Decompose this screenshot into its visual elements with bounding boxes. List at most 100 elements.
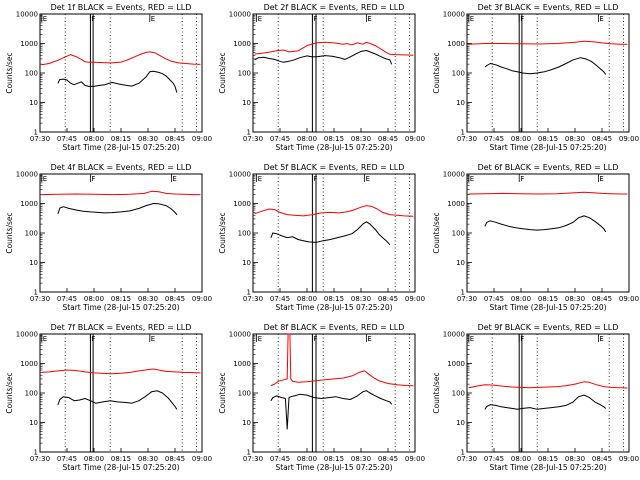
data-point — [84, 61, 86, 63]
data-point — [475, 385, 477, 387]
data-point — [269, 208, 270, 210]
data-point — [156, 390, 158, 392]
data-point — [138, 370, 140, 372]
y-tick-label: 1 — [247, 448, 251, 456]
data-point — [306, 55, 308, 57]
flag-marker-label: E — [151, 335, 155, 343]
data-point — [619, 387, 621, 389]
flag-marker-label: E — [469, 335, 473, 343]
flag-marker-label: F — [314, 335, 318, 343]
data-point — [192, 372, 194, 373]
chart-panel-9: Det 9f BLACK = Events, RED = LLD 1 10 100 10… — [432, 323, 639, 472]
flag-marker-label: E — [368, 15, 372, 23]
data-point — [603, 228, 604, 230]
data-point — [351, 44, 353, 46]
y-tick-label: 100 — [238, 230, 251, 238]
data-point — [386, 240, 387, 242]
data-point — [299, 393, 301, 395]
data-point — [70, 82, 71, 84]
data-point — [93, 86, 95, 87]
data-point — [603, 406, 604, 408]
data-point — [153, 368, 154, 370]
chart-title: Det 4f BLACK = Events, RED = LLD — [51, 163, 192, 172]
data-point — [289, 333, 291, 335]
data-point — [529, 387, 531, 389]
data-point — [389, 59, 391, 61]
y-tick-label: 10 — [456, 259, 465, 267]
data-point — [274, 383, 276, 385]
data-point — [120, 211, 122, 213]
data-point — [366, 390, 368, 392]
data-point — [138, 82, 140, 84]
x-tick-label: 08:45 — [165, 295, 185, 303]
data-point — [288, 397, 290, 398]
data-point — [601, 42, 603, 44]
data-point — [594, 220, 595, 222]
data-point — [276, 233, 278, 235]
y-tick-label: 10000 — [16, 11, 38, 19]
data-point — [171, 401, 172, 403]
data-point — [603, 386, 604, 387]
y-tick-label: 1 — [460, 288, 464, 296]
data-point — [261, 210, 263, 212]
data-point — [599, 404, 601, 406]
data-point — [41, 372, 43, 373]
data-point — [111, 212, 113, 213]
data-point — [290, 378, 292, 380]
data-point — [41, 64, 43, 66]
data-point — [111, 82, 113, 83]
data-point — [154, 52, 156, 54]
data-point — [529, 229, 531, 230]
y-tick-label: 1 — [34, 288, 38, 296]
data-point — [73, 400, 75, 402]
data-point — [603, 71, 604, 73]
data-point — [131, 85, 133, 87]
data-point — [574, 383, 576, 385]
data-point — [84, 371, 86, 373]
flag-marker-label: F — [314, 15, 318, 23]
y-tick-label: 10000 — [442, 11, 464, 19]
data-point — [66, 79, 68, 81]
chart-title: Det 9f BLACK = Events, RED = LLD — [477, 323, 618, 332]
data-point — [335, 396, 337, 398]
data-point — [174, 406, 176, 407]
y-tick-label: 1000 — [447, 360, 465, 368]
data-point — [75, 56, 77, 57]
y-axis-label: Counts/sec — [218, 372, 227, 413]
data-point — [41, 194, 43, 195]
x-tick-label: 07:30 — [243, 135, 263, 143]
y-axis-label: Counts/sec — [432, 212, 441, 253]
data-point — [592, 41, 594, 43]
data-point — [366, 50, 368, 51]
data-point — [550, 407, 552, 408]
data-point — [590, 60, 592, 62]
x-tick-label: 07:45 — [270, 135, 290, 143]
data-point — [380, 56, 382, 57]
data-point — [599, 225, 601, 226]
plot-frame — [252, 173, 416, 293]
data-point — [312, 214, 314, 215]
data-point — [484, 66, 486, 68]
data-point — [270, 51, 272, 53]
data-point — [63, 78, 64, 80]
data-point — [158, 203, 160, 205]
data-point — [278, 380, 279, 382]
flag-marker-label: E — [43, 335, 47, 343]
data-point — [88, 86, 89, 87]
data-point — [254, 59, 256, 61]
data-point — [165, 371, 167, 372]
data-point — [565, 385, 567, 387]
data-point — [314, 397, 315, 398]
x-tick-label: 07:45 — [270, 455, 290, 463]
data-point — [489, 220, 491, 222]
data-point — [357, 395, 359, 397]
data-point — [129, 372, 131, 373]
data-point — [375, 395, 377, 397]
data-point — [579, 57, 581, 59]
data-point — [297, 239, 299, 240]
data-point — [572, 401, 574, 403]
data-point — [332, 55, 333, 57]
data-point — [351, 375, 353, 377]
data-point — [396, 214, 398, 216]
data-point — [171, 60, 172, 62]
